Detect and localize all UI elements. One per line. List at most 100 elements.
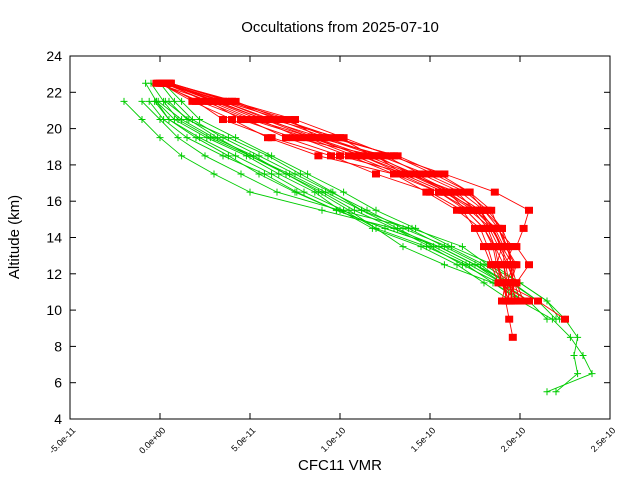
red-square-point (282, 134, 290, 142)
x-tick-label: 0.0e+00 (137, 425, 167, 455)
red-square-point (339, 134, 348, 142)
red-square-point (480, 206, 488, 214)
red-square-point (273, 116, 281, 124)
green-plus-point (201, 152, 209, 160)
green-plus-point (214, 134, 222, 142)
red-square-point (492, 261, 501, 269)
green-plus-point (246, 152, 254, 160)
red-square-point (499, 261, 508, 269)
green-plus-point (417, 243, 425, 251)
red-square-point (519, 224, 528, 232)
green-plus-point (161, 97, 169, 105)
red-square-point (357, 152, 366, 160)
red-square-point (512, 243, 521, 251)
red-square-point (285, 116, 294, 124)
profile-line (145, 82, 548, 320)
red-square-point (561, 315, 569, 323)
green-plus-point (440, 261, 448, 269)
green-plus-point (570, 351, 578, 359)
green-plus-point (404, 224, 412, 232)
y-tick-label: 16 (46, 193, 62, 209)
red-square-point (386, 152, 395, 160)
red-square-point (278, 116, 287, 124)
green-plus-point (372, 206, 380, 214)
green-plus-point (412, 224, 420, 232)
red-square-point (332, 134, 341, 142)
green-plus-point (156, 134, 164, 142)
red-square-point (195, 97, 204, 105)
red-square-point (242, 116, 251, 124)
red-square-point (228, 97, 236, 105)
green-plus-point (458, 243, 466, 251)
green-plus-point (210, 170, 218, 178)
red-square-point (327, 134, 335, 142)
green-plus-point (566, 333, 574, 341)
red-square-point (393, 152, 402, 160)
green-plus-point (232, 134, 240, 142)
red-square-point (399, 170, 407, 178)
red-square-point (501, 297, 510, 305)
red-square-point (453, 206, 461, 214)
red-square-point (465, 188, 474, 196)
green-plus-point (178, 152, 186, 160)
x-axis-label: CFC11 VMR (298, 457, 382, 474)
green-plus-point (435, 243, 443, 251)
green-plus-point (471, 261, 479, 269)
y-tick-label: 18 (46, 157, 62, 173)
red-square-point (440, 170, 449, 178)
y-tick-label: 12 (46, 266, 62, 282)
x-tick-label: 1.0e-10 (319, 425, 348, 454)
green-profile (145, 97, 511, 287)
red-square-point (471, 224, 479, 232)
green-plus-point (368, 224, 376, 232)
green-plus-point (138, 97, 146, 105)
green-plus-point (350, 206, 358, 214)
green-plus-point (232, 152, 240, 160)
green-plus-point (183, 134, 191, 142)
chart-title: Occultations from 2025-07-10 (241, 19, 439, 36)
x-axis: -5.0e-11 0.0e+00 5.0e-11 1.0e-10 1.5e-10 2.0e… (47, 56, 617, 456)
red-square-point (422, 170, 431, 178)
green-plus-point (448, 243, 456, 251)
red-square-point (220, 97, 229, 105)
series-layer (120, 79, 596, 396)
red-square-point (507, 261, 515, 269)
red-square-point (435, 188, 443, 196)
green-profile (154, 97, 528, 305)
green-plus-point (196, 116, 204, 124)
x-tick-label: 1.5e-10 (409, 425, 438, 454)
y-tick-label: 8 (54, 338, 62, 354)
red-square-point (237, 116, 245, 124)
green-plus-point (219, 152, 227, 160)
red-square-point (435, 170, 443, 178)
x-tick-label: -5.0e-11 (47, 425, 77, 455)
y-tick-label: 6 (54, 375, 62, 391)
red-square-point (219, 116, 227, 124)
profile-line (156, 101, 512, 302)
green-plus-point (329, 188, 337, 196)
red-square-point (363, 152, 371, 160)
red-square-point (307, 134, 316, 142)
green-plus-point (304, 170, 312, 178)
green-plus-point (548, 315, 556, 323)
green-plus-point (543, 297, 551, 305)
green-plus-point (588, 370, 596, 378)
red-square-point (404, 170, 413, 178)
green-plus-point (552, 388, 560, 396)
y-tick-label: 20 (46, 121, 62, 137)
green-plus-point (574, 370, 582, 378)
red-square-point (440, 188, 449, 196)
green-plus-point (170, 116, 178, 124)
green-plus-point (399, 243, 407, 251)
red-square-point (289, 134, 298, 142)
green-plus-point (185, 116, 193, 124)
green-plus-point (311, 188, 319, 196)
green-profile (151, 97, 528, 305)
green-plus-point (300, 188, 308, 196)
profile-line (154, 101, 524, 302)
red-square-point (321, 134, 330, 142)
red-square-point (508, 333, 517, 341)
red-square-point (336, 152, 344, 160)
red-square-point (291, 116, 299, 124)
